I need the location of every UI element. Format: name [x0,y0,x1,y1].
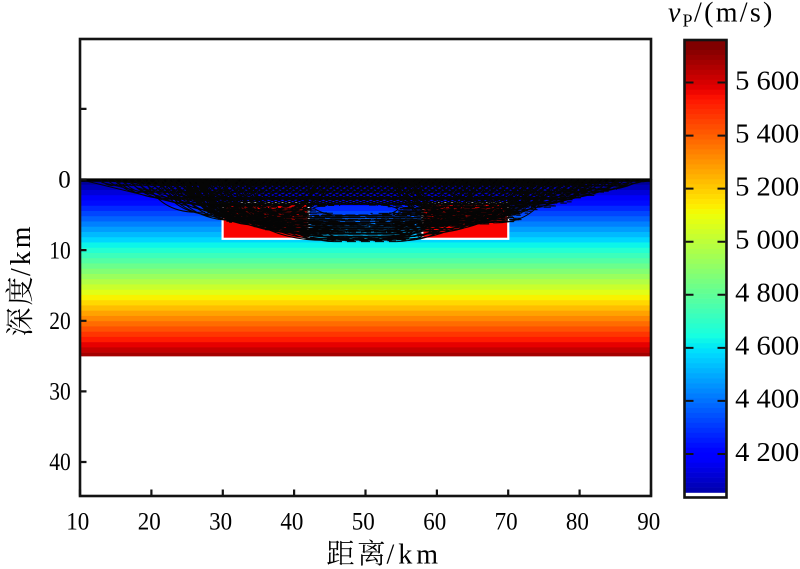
svg-text:/km: /km [6,223,37,276]
svg-text:4 800: 4 800 [735,278,799,308]
svg-text:40: 40 [280,506,303,535]
svg-text:30: 30 [209,506,232,535]
svg-text:70: 70 [495,506,518,535]
svg-text:P: P [683,11,693,31]
svg-text:10: 10 [49,237,71,264]
svg-text:4 400: 4 400 [735,384,799,414]
svg-text:/km: /km [387,540,443,569]
svg-text:5 600: 5 600 [735,65,799,95]
svg-text:/(m/s): /(m/s) [694,0,775,29]
svg-text:20: 20 [138,506,161,535]
svg-text:90: 90 [637,506,660,535]
svg-text:20: 20 [49,308,71,335]
svg-text:80: 80 [566,506,589,535]
svg-text:5 200: 5 200 [735,171,799,201]
svg-text:v: v [668,0,681,29]
svg-text:10: 10 [66,506,89,535]
svg-text:4 600: 4 600 [735,331,799,361]
svg-text:5 000: 5 000 [735,225,799,255]
svg-text:30: 30 [49,379,71,406]
svg-text:40: 40 [49,449,71,476]
svg-text:4 200: 4 200 [735,437,799,467]
svg-text:0: 0 [58,167,71,194]
svg-text:60: 60 [423,506,446,535]
svg-text:50: 50 [352,506,375,535]
svg-text:5 400: 5 400 [735,118,799,148]
